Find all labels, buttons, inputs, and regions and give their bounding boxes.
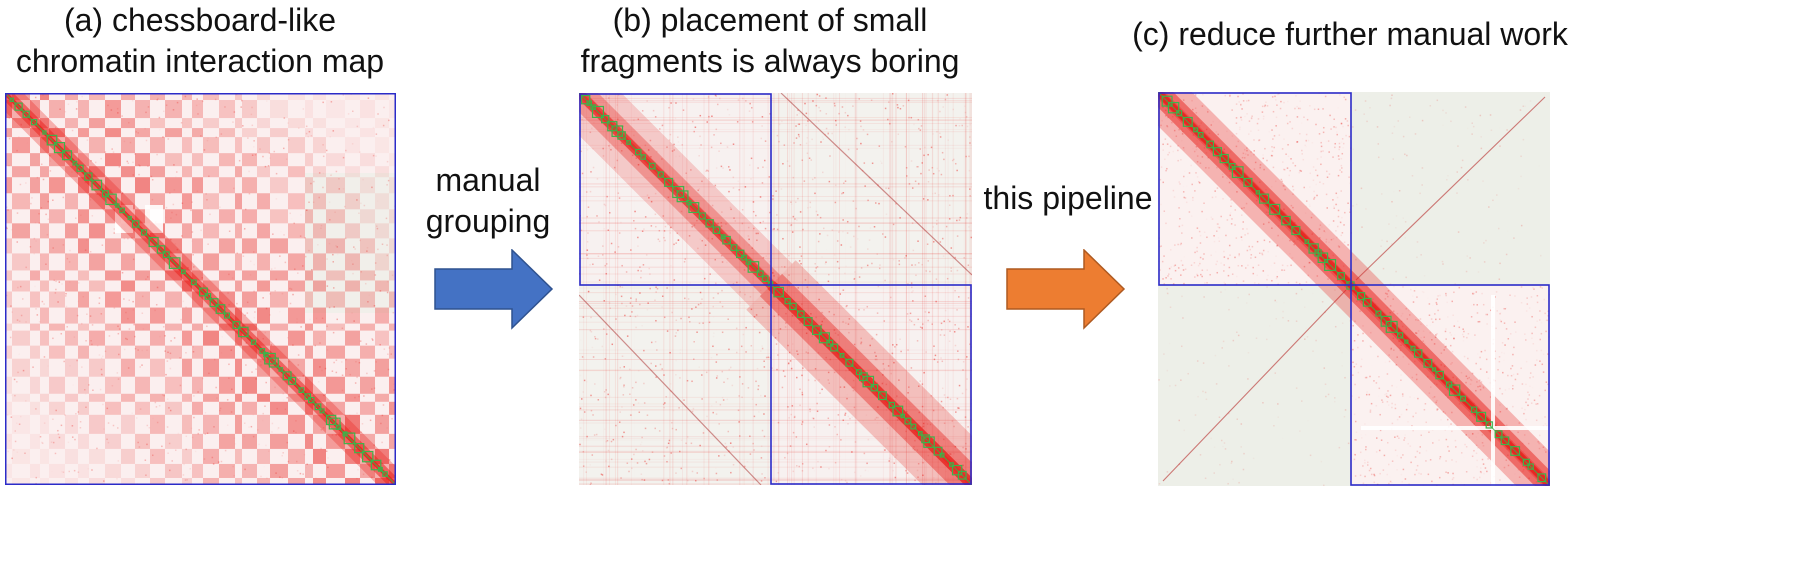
arrow-1-label-line-1: manual	[435, 162, 541, 198]
arrow-1-label: manual grouping	[408, 160, 568, 242]
panel-a-title-line-1: (a) chessboard-like	[63, 2, 337, 38]
arrow-1-label-line-2: grouping	[425, 203, 551, 239]
panel-a-title-line-2: chromatin interaction map	[15, 43, 385, 79]
panel-c-heatmap	[1158, 92, 1550, 486]
panel-c-title: (c) reduce further manual work	[1125, 14, 1575, 55]
panel-b-heatmap	[579, 93, 972, 485]
arrow-1-right-arrow-icon	[434, 249, 554, 330]
arrow-2-label-line-1: this pipeline	[983, 180, 1153, 216]
panel-a-heatmap	[5, 93, 396, 485]
arrow-2-label: this pipeline	[978, 178, 1158, 219]
panel-c-title-line-1: (c) reduce further manual work	[1132, 16, 1568, 52]
panel-b-title: (b) placement of small fragments is alwa…	[570, 0, 970, 82]
arrow-2-right-arrow-icon	[1006, 249, 1126, 330]
panel-b-title-line-1: (b) placement of small	[612, 2, 928, 38]
panel-b-title-line-2: fragments is always boring	[580, 43, 960, 79]
panel-a-title: (a) chessboard-like chromatin interactio…	[5, 0, 395, 82]
